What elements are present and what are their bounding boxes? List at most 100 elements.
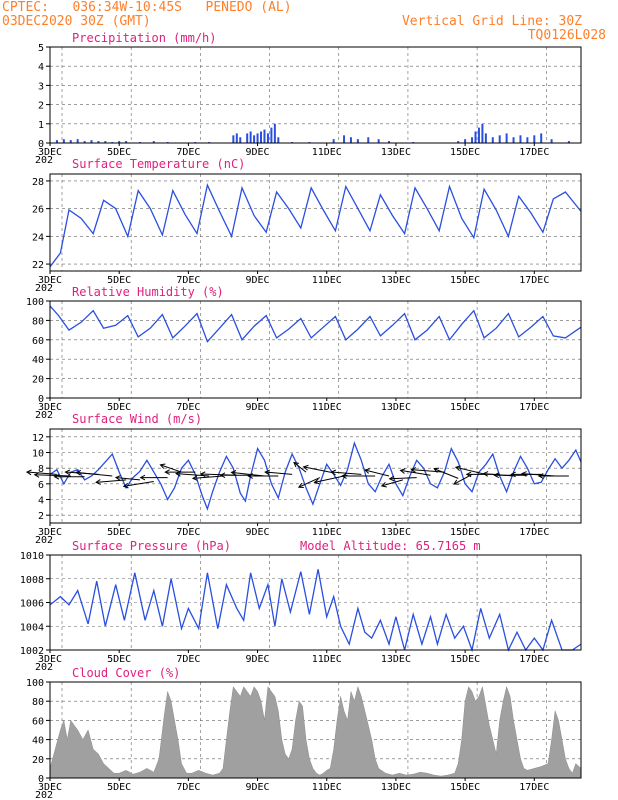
rh-plot-frame: [49, 300, 582, 399]
cloud-xtick-label: 5DEC: [107, 782, 131, 793]
temp-panel-title: Surface Temperature (nC): [72, 157, 245, 171]
temp-plot-frame: [49, 173, 582, 272]
precip-bar: [367, 137, 370, 143]
cloud-cover-area: [49, 685, 582, 779]
precip-xtick-label: 11DEC: [312, 147, 342, 158]
precip-bar: [349, 137, 352, 143]
precip-bar: [550, 139, 553, 143]
wind-barb-head: [510, 471, 516, 478]
wind-barb-head: [399, 468, 406, 474]
precip-bar: [97, 141, 100, 143]
rh-ytick-label: 100: [26, 297, 44, 308]
wind-barb-head: [164, 469, 170, 475]
press-panel-subtitle: Model Altitude: 65.7165 m: [300, 539, 481, 553]
wind-barb-shaft: [389, 477, 417, 480]
wind-ytick-label: 4: [38, 496, 44, 507]
precip-bar: [55, 140, 58, 143]
header-model-id: TQ0126L028: [527, 28, 606, 43]
wind-barb-head: [330, 469, 337, 476]
wind-ytick-label: 10: [32, 449, 44, 460]
precip-bar: [567, 141, 570, 143]
wind-barb-shaft: [192, 475, 224, 479]
temp-xtick-label: 17DEC: [519, 275, 549, 286]
wind-barb-head: [139, 474, 146, 481]
precip-ytick-label: 5: [38, 43, 44, 54]
wind-barb-head: [453, 479, 460, 485]
cloud-ytick-label: 40: [32, 736, 44, 747]
wind-barb-shaft: [123, 480, 154, 487]
wind-barb-head: [388, 475, 395, 482]
precip-bar: [273, 123, 276, 143]
press-series-line: [49, 569, 582, 653]
press-ytick-label: 1010: [20, 551, 44, 562]
precip-bar: [76, 139, 79, 143]
press-ytick-label: 1006: [20, 599, 44, 610]
wind-xtick-label: 13DEC: [381, 527, 411, 538]
precip-bar: [232, 135, 235, 143]
rh-xtick-label: 5DEC: [107, 402, 131, 413]
wind-barb-shaft: [96, 479, 127, 483]
precip-bar: [457, 141, 460, 143]
precip-bar: [533, 135, 536, 143]
wind-barb-head: [247, 473, 253, 479]
press-xtick-label: 3DEC: [38, 654, 62, 665]
wind-barb-head: [433, 467, 440, 473]
precip-bar: [505, 133, 508, 143]
wind-barb-head: [230, 470, 237, 476]
temp-xtick-label: 15DEC: [450, 275, 480, 286]
cloud-xtick-label: 11DEC: [312, 782, 342, 793]
cloud-ytick-label: 60: [32, 716, 44, 727]
wind-barb-shaft: [265, 471, 293, 475]
precip-ytick-label: 4: [38, 62, 44, 73]
wind-barb-head: [465, 471, 472, 478]
press-xtick-label: 9DEC: [246, 654, 270, 665]
rh-xtick-label: 7DEC: [176, 402, 200, 413]
precip-panel-title: Precipitation (mm/h): [72, 31, 217, 45]
temp-xtick-label: 3DEC: [38, 275, 62, 286]
rh-series-line: [49, 305, 582, 343]
temp-year-label: 202: [35, 283, 53, 294]
press-xtick-label: 7DEC: [176, 654, 200, 665]
cloud-ytick-label: 100: [26, 678, 44, 689]
temp-xtick-label: 7DEC: [176, 275, 200, 286]
cloud-xtick-label: 3DEC: [38, 782, 62, 793]
wind-barb-head: [95, 479, 101, 485]
temp-ytick-label: 28: [32, 177, 44, 188]
rh-panel-title: Relative Humidity (%): [72, 285, 224, 299]
precip-bar: [477, 127, 480, 143]
rh-xtick-label: 3DEC: [38, 402, 62, 413]
rh-ytick-label: 0: [38, 394, 44, 405]
header-grid-line: Vertical Grid Line: 30Z: [401, 14, 582, 29]
precip-bar: [540, 133, 543, 143]
temp-series-line: [49, 183, 582, 268]
wind-barb-head: [159, 463, 166, 469]
wind-year-label: 202: [35, 535, 53, 546]
precip-bar: [263, 129, 266, 143]
precip-xtick-label: 15DEC: [450, 147, 480, 158]
precip-xtick-label: 7DEC: [176, 147, 200, 158]
temp-xtick-label: 13DEC: [381, 275, 411, 286]
precip-bar: [249, 131, 252, 143]
precip-xtick-label: 9DEC: [246, 147, 270, 158]
wind-xtick-label: 15DEC: [450, 527, 480, 538]
wind-barb-shaft: [34, 474, 71, 477]
wind-barb-head: [264, 469, 270, 476]
wind-barb-shaft: [303, 466, 334, 474]
precip-xtick-label: 5DEC: [107, 147, 131, 158]
rh-ytick-label: 20: [32, 375, 44, 386]
wind-xtick-label: 9DEC: [246, 527, 270, 538]
press-plot-frame: [49, 554, 582, 651]
precip-ytick-label: 2: [38, 101, 44, 112]
press-xtick-label: 17DEC: [519, 654, 549, 665]
precip-bar: [356, 139, 359, 143]
precip-bar: [83, 141, 86, 143]
wind-xtick-label: 5DEC: [107, 527, 131, 538]
temp-ytick-label: 22: [32, 260, 44, 271]
wind-barb-head: [482, 471, 489, 477]
cloud-plot-frame: [49, 681, 582, 779]
wind-barb-shaft: [293, 462, 307, 473]
press-year-label: 202: [35, 662, 53, 673]
wind-barb-shaft: [160, 464, 182, 473]
precip-bar: [235, 133, 238, 143]
